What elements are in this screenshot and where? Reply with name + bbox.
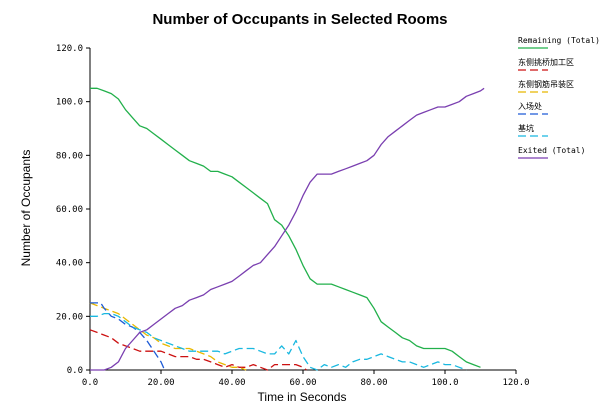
x-tick-label: 20.00 (147, 378, 174, 388)
y-tick-label: 80.00 (56, 151, 83, 161)
plot-area: 0.0 20.00 40.00 60.00 80.00 100.0 120.0 0.0 20.0… (56, 44, 530, 388)
series-line (90, 312, 467, 371)
series-line (90, 302, 166, 371)
x-tick-label: 40.00 (218, 378, 245, 388)
x-tick-label: 60.00 (289, 378, 316, 388)
x-tick-label: 80.00 (360, 378, 387, 388)
chart-title: Number of Occupants in Selected Rooms (152, 11, 447, 28)
legend-label: 东侧挑桥加工区 (518, 57, 574, 67)
series-line (90, 87, 481, 368)
x-tick-label: 0.0 (82, 378, 98, 388)
series-line (90, 87, 485, 371)
y-tick-label: 120.0 (56, 44, 83, 54)
y-axis-label: Number of Occupants (19, 150, 33, 267)
x-axis-label: Time in Seconds (258, 390, 347, 404)
legend-label: 基坑 (518, 123, 534, 133)
y-tick-label: 60.00 (56, 205, 83, 215)
series-line (89, 302, 247, 371)
y-tick-label: 100.0 (56, 98, 83, 108)
legend-label: Exited (Total) (518, 146, 585, 155)
y-tick-label: 40.00 (56, 259, 83, 269)
legend-label: 东侧钢筋吊装区 (518, 79, 574, 89)
legend-label: Remaining (Total) (518, 36, 600, 45)
x-tick-label: 120.0 (502, 378, 529, 388)
y-tick-label: 20.00 (56, 312, 83, 322)
legend-label: 入场处 (518, 101, 542, 111)
series-line (89, 329, 307, 371)
x-tick-label: 100.0 (431, 378, 458, 388)
y-tick-label: 0.0 (67, 366, 83, 376)
